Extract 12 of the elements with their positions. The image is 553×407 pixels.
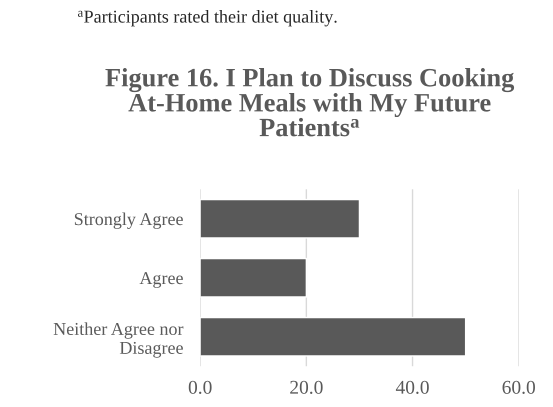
bar (200, 316, 466, 357)
y-tick-label: Strongly Agree (74, 212, 183, 229)
y-tick-label: Agree (140, 272, 183, 288)
x-tick-label: 20.0 (290, 380, 323, 394)
y-tick-label: Neither Agree nor Disagree (54, 322, 184, 358)
bar (200, 258, 308, 298)
chart-title: Figure 16. I Plan to Discuss Cooking At-Home Meals with My Future Patients$^{a}$ (105, 68, 514, 136)
bar (200, 198, 360, 239)
text: $^{a}$Participants rated their diet quality. (78, 10, 337, 26)
x-tick-label: 40.0 (396, 380, 429, 394)
x-tick-label: 60.0 (502, 380, 535, 394)
x-tick-label: 0.0 (188, 380, 212, 394)
